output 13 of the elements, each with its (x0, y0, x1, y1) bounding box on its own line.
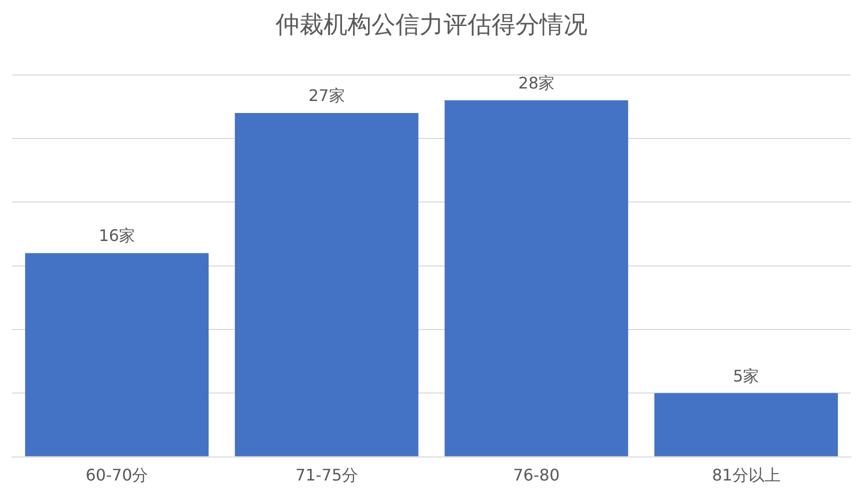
bar (444, 100, 628, 456)
x-tick-label: 60-70分 (86, 466, 148, 485)
chart-title: 仲裁机构公信力评估得分情况 (276, 10, 588, 39)
bar (25, 253, 209, 456)
data-label: 27家 (308, 86, 345, 106)
x-tick-label: 81分以上 (712, 466, 780, 485)
bar (654, 393, 838, 456)
data-label: 5家 (733, 366, 760, 386)
x-tick-label: 71-75分 (295, 466, 358, 485)
bar (234, 113, 418, 456)
data-label: 16家 (98, 226, 136, 246)
x-tick-label: 76-80 (513, 466, 560, 485)
data-label: 28家 (518, 73, 555, 92)
